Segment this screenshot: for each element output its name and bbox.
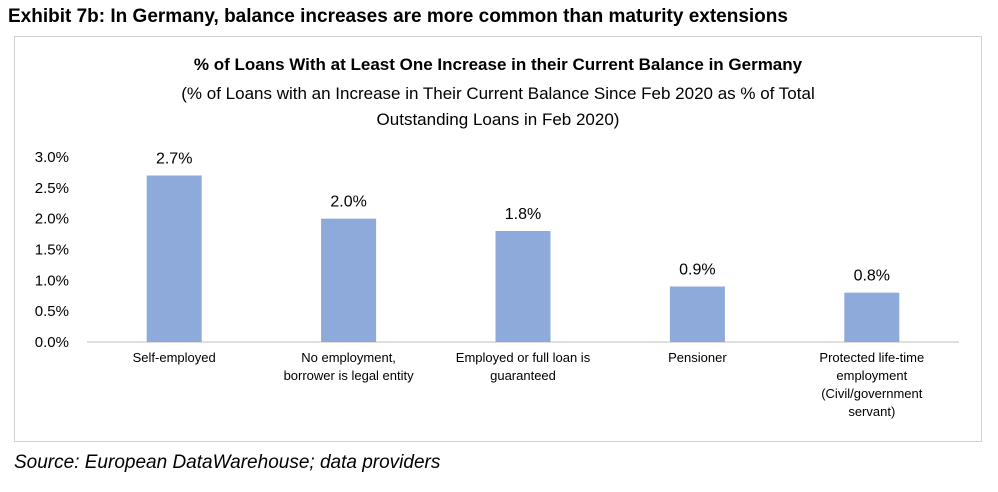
x-tick-label: Protected life-time xyxy=(819,350,924,365)
y-tick-label: 1.5% xyxy=(35,242,69,259)
bar xyxy=(321,218,377,342)
y-tick-label: 1.0% xyxy=(35,272,69,289)
data-label: 2.0% xyxy=(330,194,366,211)
data-label: 1.8% xyxy=(505,206,541,223)
x-tick-label: employment xyxy=(836,368,907,383)
y-tick-label: 2.5% xyxy=(35,180,69,197)
bar xyxy=(669,286,725,342)
chart-subtitle-line: Outstanding Loans in Feb 2020) xyxy=(377,110,620,129)
x-tick-label: (Civil/government xyxy=(821,386,923,401)
x-tick-label: Pensioner xyxy=(668,350,727,365)
bar xyxy=(844,292,900,342)
x-tick-label: borrower is legal entity xyxy=(284,368,415,383)
bar-chart: % of Loans With at Least One Increase in… xyxy=(35,55,959,419)
x-tick-label: servant) xyxy=(848,404,895,419)
data-label: 0.8% xyxy=(854,268,890,285)
chart-frame: % of Loans With at Least One Increase in… xyxy=(14,36,982,442)
exhibit-title: Exhibit 7b: In Germany, balance increase… xyxy=(8,6,788,27)
bar xyxy=(495,231,551,342)
x-tick-label: Self-employed xyxy=(133,350,216,365)
y-tick-label: 2.0% xyxy=(35,211,69,228)
data-label: 0.9% xyxy=(679,262,715,279)
y-tick-label: 0.0% xyxy=(35,334,69,351)
bar xyxy=(146,175,202,342)
x-tick-label: Employed or full loan is xyxy=(456,350,591,365)
source-note: Source: European DataWarehouse; data pro… xyxy=(14,452,441,473)
y-tick-label: 3.0% xyxy=(35,149,69,166)
x-tick-label: No employment, xyxy=(301,350,396,365)
x-tick-label: guaranteed xyxy=(490,368,556,383)
data-label: 2.7% xyxy=(156,151,192,168)
chart-subtitle-line: (% of Loans with an Increase in Their Cu… xyxy=(181,84,814,103)
y-tick-label: 0.5% xyxy=(35,303,69,320)
chart-title: % of Loans With at Least One Increase in… xyxy=(194,55,803,74)
